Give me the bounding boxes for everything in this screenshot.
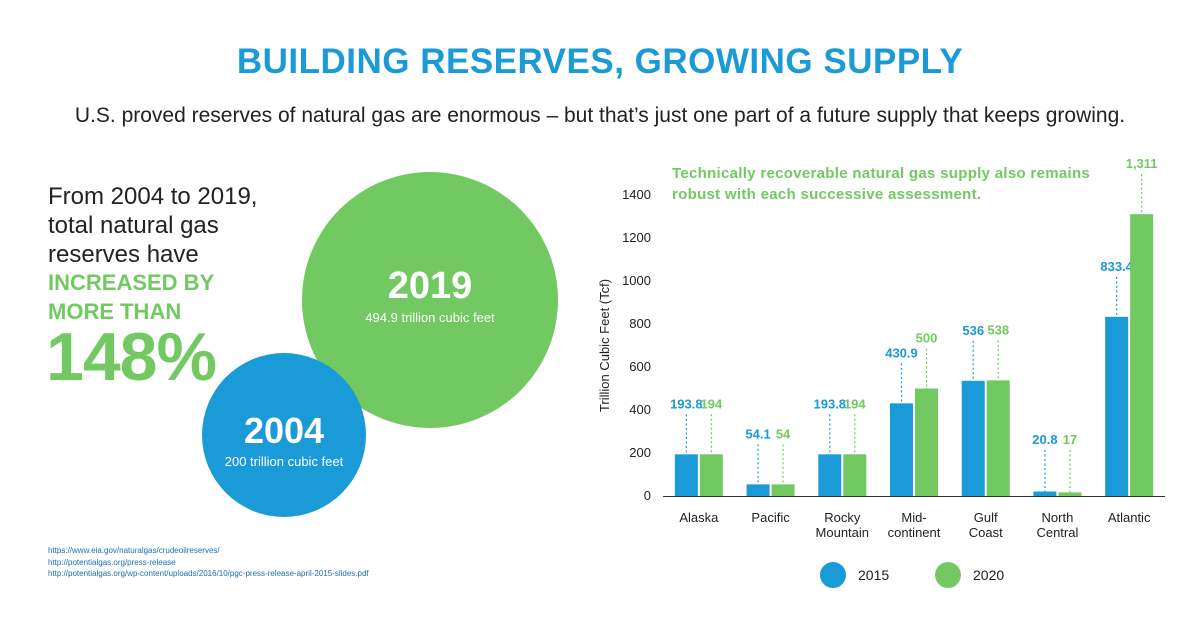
x-tick-label: Central	[1036, 525, 1078, 540]
data-label: 430.9	[885, 345, 918, 360]
circle-2004-label: 200 trillion cubic feet	[224, 453, 344, 469]
data-label: 500	[916, 331, 938, 346]
bar-2015-pacific	[746, 484, 770, 496]
legend-item-2015: 2015	[820, 562, 889, 588]
bar-2015-mid--continent	[890, 403, 913, 496]
data-label: 1,311	[1126, 156, 1158, 171]
sources-list: https://www.eia.gov/naturalgas/crudeoilr…	[48, 545, 369, 580]
data-label: 54.1	[745, 426, 770, 441]
bar-2020-atlantic	[1130, 214, 1154, 496]
bar-2015-north-central	[1033, 491, 1057, 496]
legend-label-2020: 2020	[973, 567, 1005, 583]
data-label: 54	[776, 426, 791, 441]
y-tick-label: 600	[629, 359, 651, 374]
y-tick-label: 1400	[622, 187, 651, 202]
bar-2020-rocky-mountain	[843, 454, 867, 496]
data-label: 193.8	[670, 396, 703, 411]
x-tick-label: Gulf	[974, 510, 998, 525]
x-tick-label: Coast	[969, 525, 1003, 540]
x-tick-label: Atlantic	[1108, 510, 1151, 525]
data-label: 194	[844, 396, 866, 411]
bar-2015-atlantic	[1105, 316, 1129, 496]
data-label: 20.8	[1032, 432, 1057, 447]
bar-2020-alaska	[699, 454, 723, 496]
x-tick-label: Mid-	[901, 510, 926, 525]
data-label: 194	[701, 396, 723, 411]
bar-2020-pacific	[771, 484, 795, 496]
y-tick-label: 1200	[622, 230, 651, 245]
x-tick-label: North	[1042, 510, 1074, 525]
legend-swatch-2015	[820, 562, 846, 588]
reserves-intro-text: From 2004 to 2019, total natural gas res…	[48, 183, 258, 268]
source-link[interactable]: http://potentialgas.org/press-release	[48, 557, 176, 567]
y-tick-label: 1000	[622, 273, 651, 288]
page-subtitle: U.S. proved reserves of natural gas are …	[74, 104, 1126, 127]
circle-2004: 2004 200 trillion cubic feet	[202, 353, 366, 517]
circle-2019-label: 494.9 trillion cubic feet	[365, 310, 495, 325]
y-tick-label: 400	[629, 402, 651, 417]
chart-title: Technically recoverable natural gas supp…	[672, 165, 1091, 203]
reserves-emphasis: INCREASED BY MORE THAN	[48, 268, 214, 326]
page-title: BUILDING RESERVES, GROWING SUPPLY	[236, 42, 964, 81]
y-tick-label: 800	[629, 316, 651, 331]
bar-2015-alaska	[674, 454, 698, 496]
legend-label-2015: 2015	[858, 567, 890, 583]
emphasis-line-2: MORE THAN	[48, 299, 182, 324]
x-tick-label: Rocky	[824, 510, 861, 525]
data-label: 193.8	[814, 396, 847, 411]
emphasis-line-1: INCREASED BY	[48, 270, 215, 295]
x-tick-label: Pacific	[751, 510, 790, 525]
x-tick-label: continent	[888, 525, 941, 540]
circle-2004-year: 2004	[243, 409, 325, 451]
y-axis-title: Trillion Cubic Feet (Tcf)	[597, 279, 612, 412]
bar-2020-north-central	[1058, 492, 1082, 496]
data-label: 833.4	[1100, 259, 1133, 274]
bar-2015-rocky-mountain	[818, 454, 842, 496]
y-tick-label: 0	[644, 488, 651, 503]
legend-item-2020: 2020	[935, 562, 1004, 588]
source-link[interactable]: https://www.eia.gov/naturalgas/crudeoilr…	[48, 546, 220, 555]
bar-2020-gulf-coast	[986, 380, 1010, 496]
data-label: 538	[987, 322, 1009, 337]
circle-2019-year: 2019	[387, 265, 473, 307]
percent-increase: 148%	[46, 319, 217, 395]
data-label: 17	[1063, 432, 1077, 447]
x-tick-label: Alaska	[679, 510, 719, 525]
bar-2015-gulf-coast	[961, 380, 985, 496]
source-link[interactable]: http://potentialgas.org/wp-content/uploa…	[48, 569, 369, 578]
legend-swatch-2020	[935, 562, 961, 588]
x-tick-label: Mountain	[816, 525, 869, 540]
data-label: 536	[962, 323, 984, 338]
bar-2020-mid--continent	[915, 388, 938, 496]
y-tick-label: 200	[629, 445, 651, 460]
